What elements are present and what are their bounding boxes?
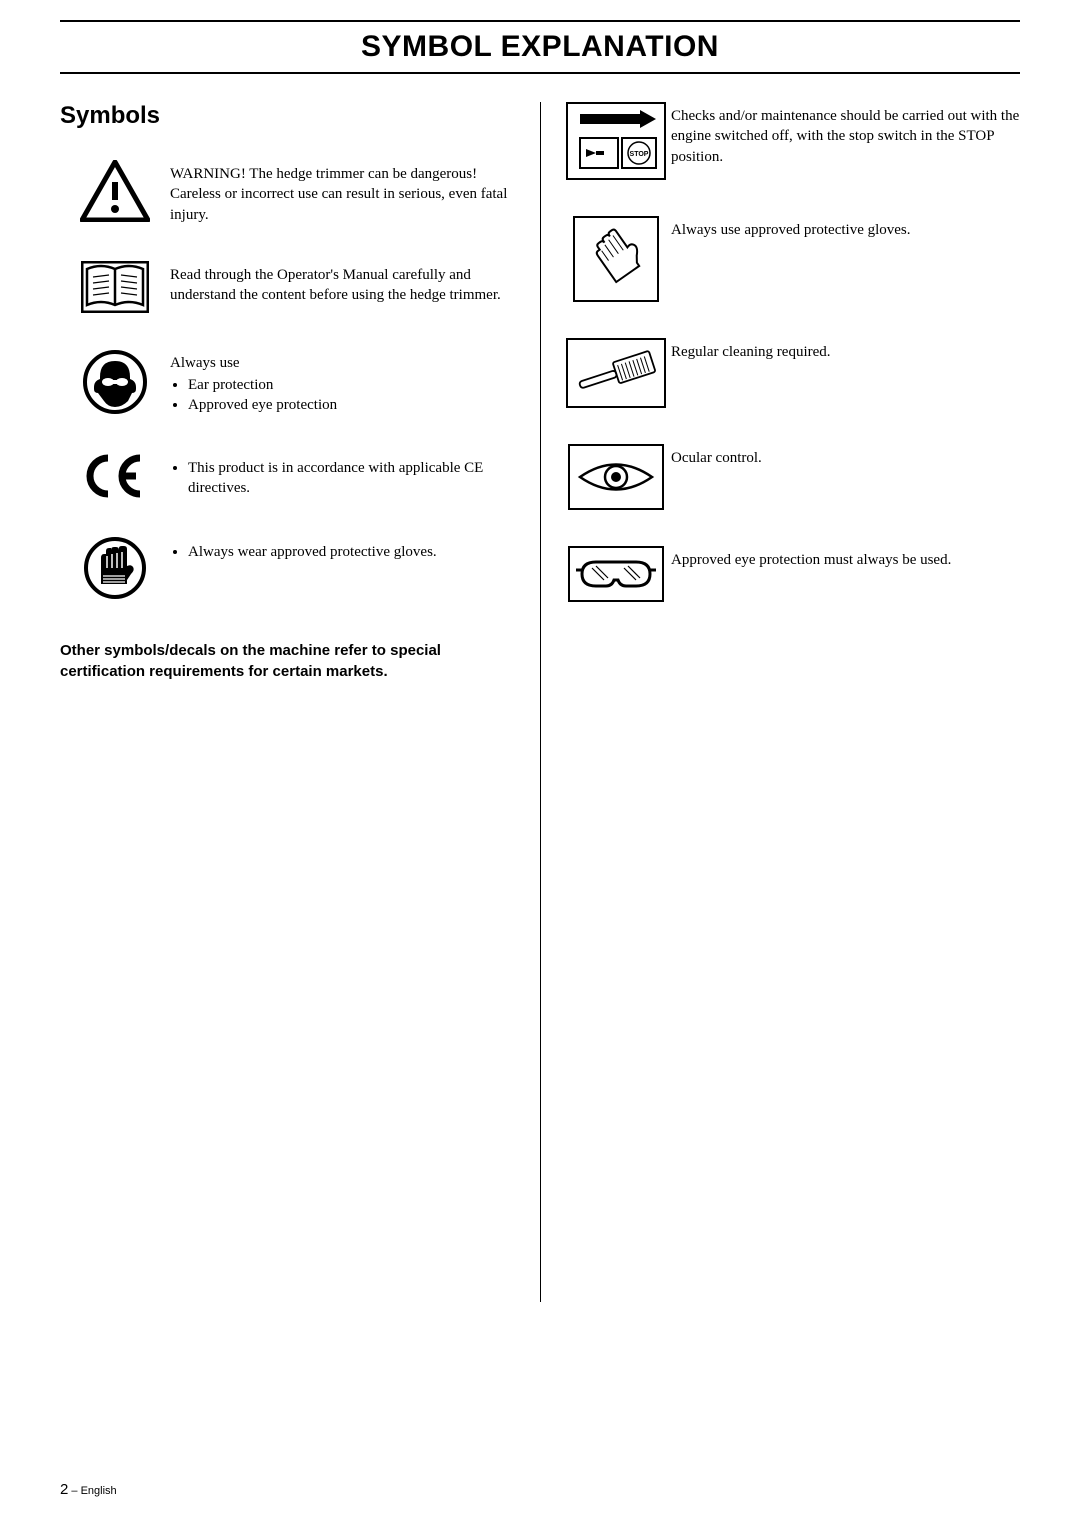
ce-text: This product is in accordance with appli… <box>170 452 520 499</box>
always-use-intro: Always use <box>170 353 337 373</box>
row-manual: Read through the Operator's Manual caref… <box>60 261 520 313</box>
warning-line1: WARNING! The hedge trimmer can be danger… <box>170 164 520 184</box>
manual-text: Read through the Operator's Manual caref… <box>170 261 520 306</box>
title-rule <box>60 72 1020 74</box>
other-symbols-note: Other symbols/decals on the machine refe… <box>60 640 520 682</box>
gloves-left-bullet: Always wear approved protective gloves. <box>188 542 437 562</box>
left-column: Symbols WARNING! The hedge trimmer can b… <box>60 102 540 1302</box>
warning-text: WARNING! The hedge trimmer can be danger… <box>170 160 520 225</box>
warning-triangle-icon <box>60 160 170 222</box>
content-columns: Symbols WARNING! The hedge trimmer can b… <box>60 102 1020 1302</box>
row-ocular: Ocular control. <box>561 444 1020 510</box>
goggles-icon <box>561 546 671 602</box>
stop-switch-icon: STOP <box>561 102 671 180</box>
row-stop: STOP Checks and/or maintenance should be… <box>561 102 1020 180</box>
gloves-right-text: Always use approved protective gloves. <box>671 216 911 240</box>
gloves-box-icon <box>561 216 671 302</box>
row-eye-protection: Approved eye protection must always be u… <box>561 546 1020 602</box>
top-rule <box>60 20 1020 22</box>
page-title: SYMBOL EXPLANATION <box>60 30 1020 64</box>
ocular-eye-icon <box>561 444 671 510</box>
page-footer: 2 – English <box>60 1481 117 1498</box>
cleaning-text: Regular cleaning required. <box>671 338 831 362</box>
row-head-protection: Always use Ear protection Approved eye p… <box>60 349 520 416</box>
row-cleaning: Regular cleaning required. <box>561 338 1020 408</box>
warning-line2: Careless or incorrect use can result in … <box>170 184 520 225</box>
row-gloves-left: Always wear approved protective gloves. <box>60 536 520 600</box>
gloves-circle-icon <box>60 536 170 600</box>
bullet-eye: Approved eye protection <box>188 395 337 415</box>
row-gloves-right: Always use approved protective gloves. <box>561 216 1020 302</box>
ce-mark-icon <box>60 452 170 500</box>
row-warning: WARNING! The hedge trimmer can be danger… <box>60 160 520 225</box>
symbols-heading: Symbols <box>60 102 520 130</box>
ce-bullet: This product is in accordance with appli… <box>188 458 520 499</box>
head-protection-text: Always use Ear protection Approved eye p… <box>170 349 337 416</box>
manual-book-icon <box>60 261 170 313</box>
row-ce: This product is in accordance with appli… <box>60 452 520 500</box>
gloves-left-text: Always wear approved protective gloves. <box>170 536 437 562</box>
svg-text:STOP: STOP <box>630 151 649 158</box>
cleaning-brush-icon <box>561 338 671 408</box>
stop-text: Checks and/or maintenance should be carr… <box>671 102 1020 167</box>
bullet-ear: Ear protection <box>188 375 337 395</box>
ocular-text: Ocular control. <box>671 444 762 468</box>
right-column: STOP Checks and/or maintenance should be… <box>540 102 1020 1302</box>
eye-protection-text: Approved eye protection must always be u… <box>671 546 951 570</box>
head-protection-icon <box>60 349 170 415</box>
page-lang: – English <box>68 1485 116 1497</box>
